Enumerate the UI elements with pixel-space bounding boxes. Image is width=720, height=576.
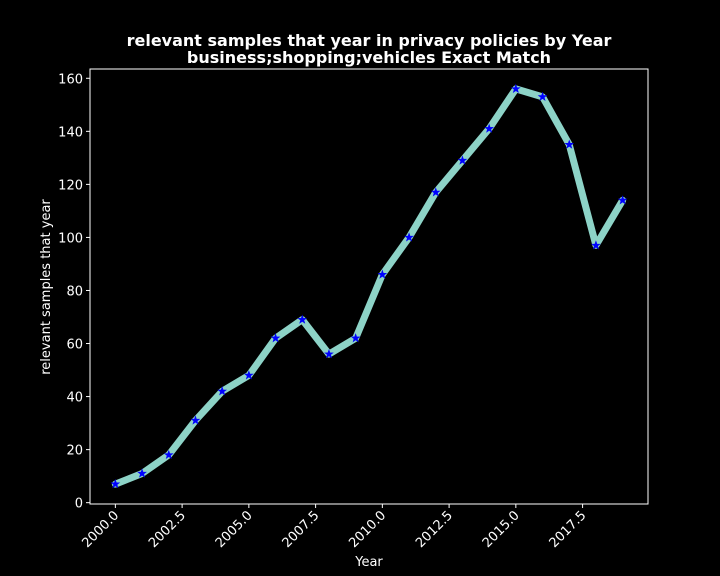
data-point (591, 240, 601, 250)
data-point (270, 333, 281, 343)
data-point (617, 195, 628, 205)
chart-title: relevant samples that year in privacy po… (127, 31, 612, 50)
data-point (537, 91, 548, 101)
y-axis-label: relevant samples that year (39, 199, 54, 375)
data-point (244, 370, 254, 380)
data-point (297, 314, 308, 324)
y-tick-label: 140 (58, 125, 83, 140)
data-point (137, 468, 147, 478)
y-tick-label: 120 (58, 178, 83, 193)
plot-frame (89, 68, 649, 505)
y-tick-label: 100 (58, 231, 83, 246)
y-tick-label: 0 (75, 497, 83, 512)
y-tick-label: 60 (66, 338, 83, 353)
data-point (457, 155, 468, 165)
data-point (564, 139, 575, 149)
data-point (377, 269, 388, 279)
y-tick-label: 80 (66, 284, 83, 299)
data-point (484, 123, 494, 133)
data-point (190, 415, 201, 425)
chart-subtitle: business;shopping;vehicles Exact Match (187, 48, 551, 67)
data-point (510, 83, 521, 94)
data-point (163, 449, 174, 460)
y-tick-label: 20 (66, 444, 83, 459)
series-layer (110, 83, 628, 489)
data-point (324, 349, 334, 359)
data-point (404, 232, 414, 242)
y-tick-label: 40 (66, 391, 83, 406)
x-axis-label: Year (354, 555, 383, 570)
data-point (430, 187, 441, 197)
data-point (217, 386, 228, 396)
y-tick-label: 160 (58, 72, 83, 87)
data-point (350, 333, 361, 343)
data-point (110, 479, 121, 489)
